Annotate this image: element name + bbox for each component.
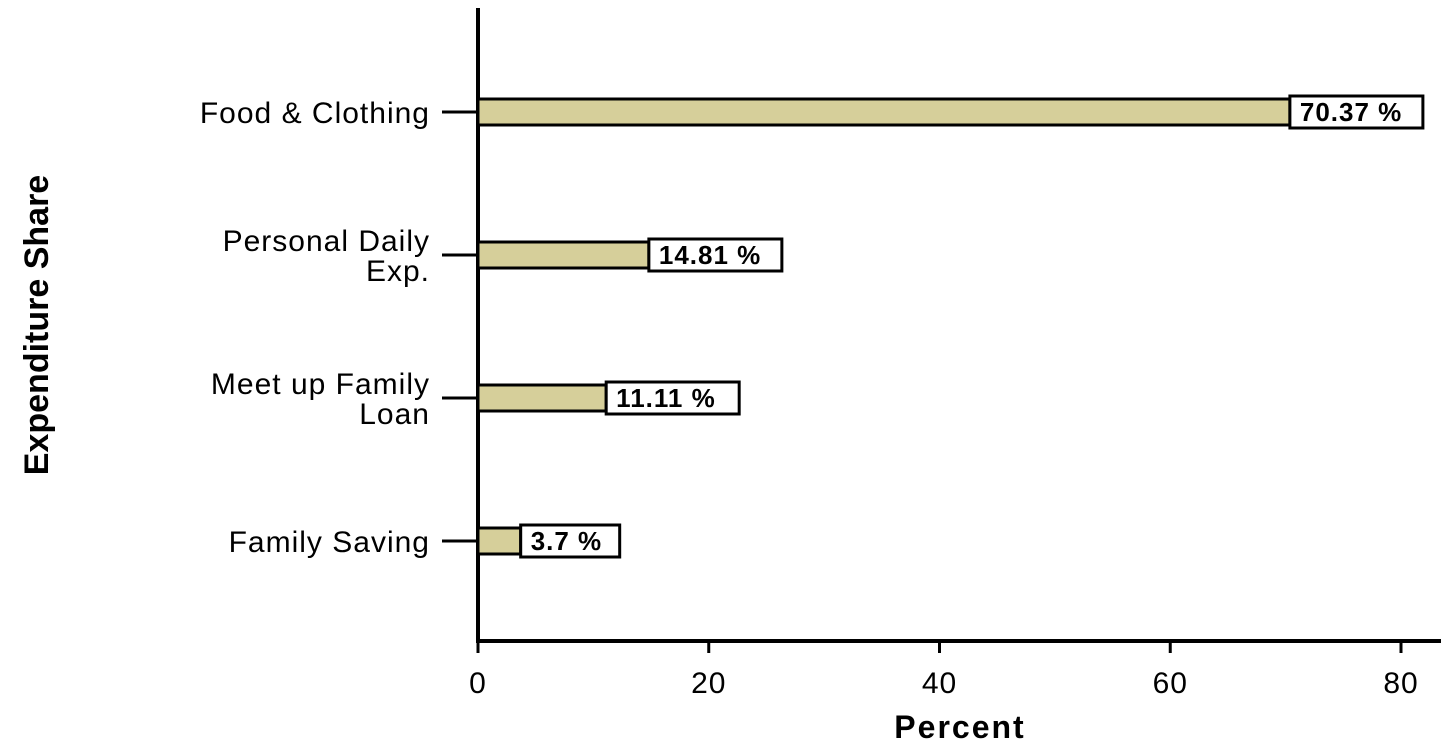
bar [476, 526, 523, 556]
data-label-box [1288, 94, 1425, 130]
category-label: Family Saving [229, 526, 430, 559]
chart-bars [476, 97, 1292, 556]
x-tick-label: 60 [1153, 667, 1188, 700]
category-label-line: Meet up Family [211, 368, 430, 401]
data-label: 3.7 % [531, 526, 603, 556]
data-label: 14.81 % [659, 240, 761, 270]
data-label-box [604, 380, 741, 416]
x-tick-label: 40 [922, 667, 957, 700]
data-label-box [519, 523, 622, 559]
category-label-line: Exp. [366, 255, 430, 288]
category-label: Food & Clothing [200, 97, 430, 130]
bar [476, 97, 1292, 127]
chart-ticks: 0 20 40 60 80 Food & Clothing Personal Daily Ex… [200, 97, 1418, 700]
data-label: 70.37 % [1300, 97, 1402, 127]
data-label-box [647, 237, 784, 273]
category-label: Meet up Family Loan [211, 368, 430, 431]
category-label-line: Loan [359, 398, 430, 431]
x-axis-title: Percent [894, 709, 1025, 743]
x-tick-label: 0 [469, 667, 487, 700]
bar [476, 240, 651, 270]
category-label: Personal Daily Exp. [223, 225, 430, 288]
x-tick-label: 80 [1383, 667, 1418, 700]
category-label-line: Personal Daily [223, 225, 430, 258]
x-tick-label: 20 [691, 667, 726, 700]
chart-data-labels: 70.37 % 14.81 % 11.11 % 3.7 % [519, 94, 1425, 559]
data-label: 11.11 % [616, 383, 716, 413]
y-axis-title: Expenditure Share [18, 175, 56, 475]
bar [476, 383, 608, 413]
